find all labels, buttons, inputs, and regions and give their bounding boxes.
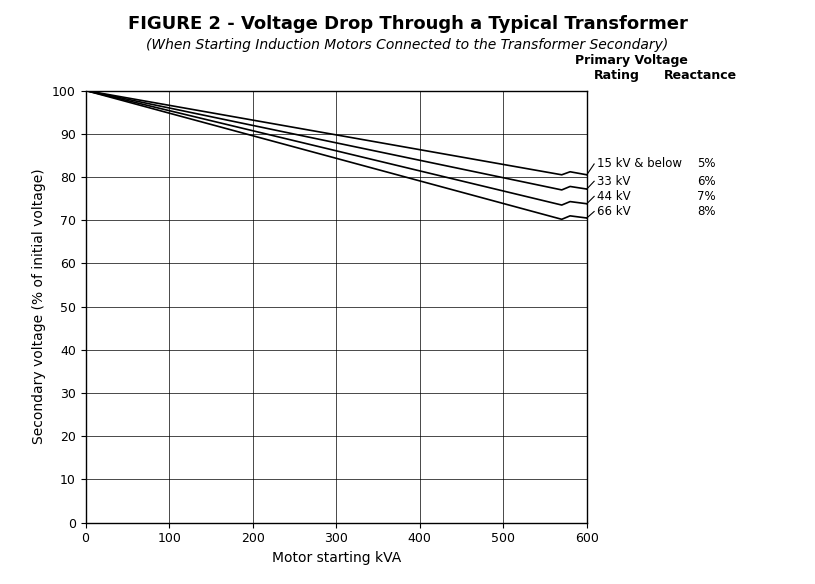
- Y-axis label: Secondary voltage (% of initial voltage): Secondary voltage (% of initial voltage): [33, 169, 46, 444]
- Text: 15 kV & below: 15 kV & below: [597, 158, 681, 171]
- Text: Primary Voltage: Primary Voltage: [575, 54, 688, 67]
- Text: 44 kV: 44 kV: [597, 190, 630, 203]
- Text: (When Starting Induction Motors Connected to the Transformer Secondary): (When Starting Induction Motors Connecte…: [147, 38, 668, 52]
- Text: 8%: 8%: [697, 205, 716, 218]
- Text: Reactance: Reactance: [664, 69, 738, 82]
- Text: Rating: Rating: [594, 69, 640, 82]
- Text: 33 kV: 33 kV: [597, 175, 630, 188]
- Text: 5%: 5%: [697, 158, 716, 171]
- Text: 66 kV: 66 kV: [597, 205, 630, 218]
- X-axis label: Motor starting kVA: Motor starting kVA: [271, 551, 401, 565]
- Text: 6%: 6%: [697, 175, 716, 188]
- Text: 7%: 7%: [697, 190, 716, 203]
- Text: FIGURE 2 - Voltage Drop Through a Typical Transformer: FIGURE 2 - Voltage Drop Through a Typica…: [128, 15, 687, 33]
